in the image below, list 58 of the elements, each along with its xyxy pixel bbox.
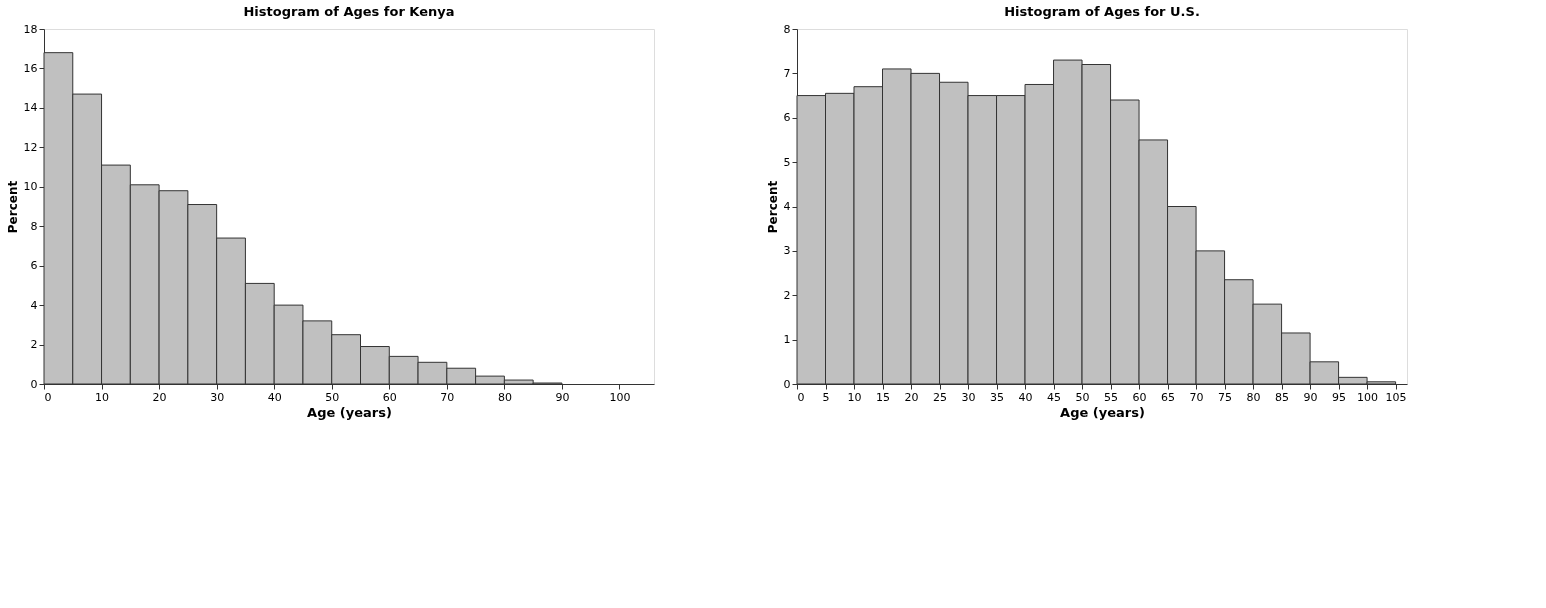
x-tick-label: 25 — [933, 390, 948, 404]
x-tick-label: 10 — [847, 390, 862, 404]
y-axis-title: Percent — [765, 180, 780, 234]
x-tick-label: 40 — [1018, 390, 1033, 404]
x-axis-title: Age (years) — [1060, 404, 1145, 420]
x-tick-label: 70 — [440, 390, 455, 404]
y-tick-label: 0 — [783, 377, 791, 391]
x-tick-label: 100 — [609, 390, 631, 404]
x-tick-label: 40 — [267, 390, 282, 404]
y-tick-label: 4 — [783, 200, 791, 213]
y-tick-label: 0 — [30, 377, 38, 391]
x-tick-label: 35 — [990, 390, 1005, 404]
y-tick-label: 2 — [783, 288, 791, 302]
x-tick-label: 65 — [1161, 390, 1176, 404]
x-tick-label: 90 — [555, 390, 570, 404]
x-tick-label: 55 — [1104, 390, 1119, 404]
x-tick-label: 90 — [1303, 390, 1318, 404]
y-tick-label: 14 — [23, 101, 38, 115]
x-tick-label: 85 — [1275, 390, 1290, 404]
x-tick-label: 5 — [822, 390, 830, 404]
y-tick-label: 8 — [30, 219, 38, 233]
x-tick-label: 80 — [497, 390, 512, 404]
y-tick-label: 10 — [23, 180, 38, 194]
y-tick-label: 12 — [23, 140, 38, 154]
x-tick-label: 60 — [1132, 390, 1147, 404]
y-tick-label: 6 — [30, 259, 38, 273]
y-tick-label: 6 — [783, 111, 791, 125]
x-tick-label: 105 — [1385, 390, 1407, 404]
y-tick-label: 18 — [23, 22, 38, 36]
y-tick-label: 5 — [783, 155, 791, 169]
x-tick-label: 20 — [904, 390, 919, 404]
y-tick-label: 3 — [783, 244, 791, 258]
x-tick-label: 50 — [325, 390, 340, 404]
y-tick-label: 7 — [783, 66, 791, 80]
x-tick-label: 70 — [1189, 390, 1204, 404]
x-tick-label: 45 — [1047, 390, 1062, 404]
x-tick-label: 80 — [1246, 390, 1261, 404]
y-tick-label: 16 — [23, 61, 38, 75]
x-tick-label: 10 — [95, 390, 110, 404]
x-tick-label: 95 — [1332, 390, 1347, 404]
x-tick-label: 100 — [1357, 390, 1379, 404]
y-tick-label: 8 — [783, 22, 791, 36]
x-tick-label: 20 — [152, 390, 167, 404]
chart-title: Histogram of Ages for Kenya — [243, 4, 455, 19]
y-axis-title: Percent — [5, 180, 20, 234]
x-tick-label: 0 — [797, 390, 805, 404]
x-axis-title: Age (years) — [307, 404, 392, 420]
x-tick-label: 30 — [210, 390, 225, 404]
x-tick-label: 30 — [961, 390, 976, 404]
chart-title: Histogram of Ages for U.S. — [1004, 4, 1200, 19]
x-tick-label: 60 — [382, 390, 397, 404]
x-tick-label: 15 — [876, 390, 891, 404]
y-tick-label: 2 — [30, 338, 38, 352]
x-tick-label: 75 — [1218, 390, 1233, 404]
x-tick-label: 50 — [1075, 390, 1090, 404]
y-tick-label: 4 — [30, 298, 38, 312]
y-tick-label: 1 — [783, 333, 791, 347]
x-tick-label: 0 — [44, 390, 52, 404]
